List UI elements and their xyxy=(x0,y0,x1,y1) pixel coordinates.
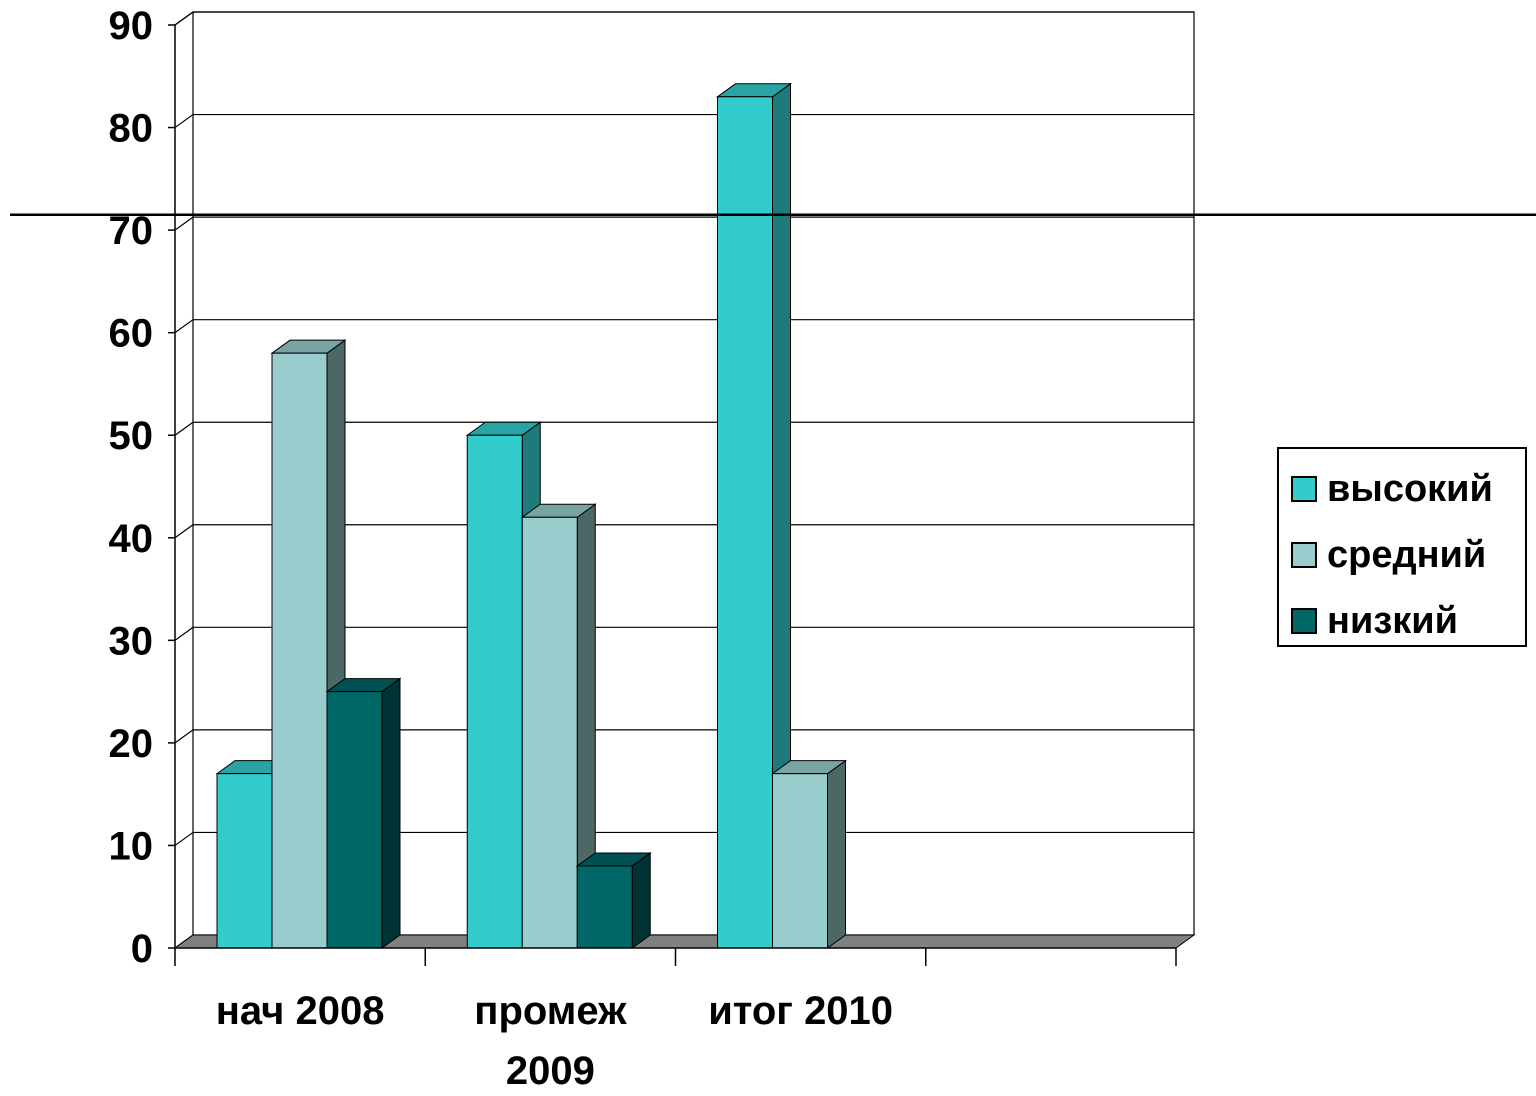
legend-item-medium: средний xyxy=(1291,535,1486,575)
x-category-label: промеж xyxy=(474,989,627,1033)
gridline xyxy=(175,217,1194,230)
bar-side xyxy=(828,761,846,948)
bar xyxy=(327,679,400,948)
legend-swatch-high xyxy=(1291,476,1317,502)
legend-label-low: низкий xyxy=(1327,600,1458,643)
y-tick-label: 40 xyxy=(109,517,154,561)
bar-front xyxy=(467,435,522,948)
bar-front xyxy=(217,774,272,948)
bar-front xyxy=(327,692,382,948)
y-tick-label: 10 xyxy=(109,824,154,868)
x-category-label: нач 2008 xyxy=(216,989,385,1033)
bar-front xyxy=(522,517,577,948)
y-tick-label: 80 xyxy=(109,107,154,151)
legend-swatch-medium xyxy=(1291,542,1317,568)
bar-side xyxy=(382,679,400,948)
bar xyxy=(577,853,650,948)
y-tick-label: 50 xyxy=(109,414,154,458)
gridline xyxy=(175,115,1194,128)
x-category-label: 2009 xyxy=(506,1049,595,1093)
bar-front xyxy=(272,353,327,948)
legend-item-low: низкий xyxy=(1291,601,1458,641)
y-tick-label: 60 xyxy=(109,312,154,356)
bar-side xyxy=(632,853,650,948)
bar xyxy=(773,761,846,948)
legend-label-medium: средний xyxy=(1327,534,1486,577)
bar-front xyxy=(718,97,773,948)
legend-swatch-low xyxy=(1291,608,1317,634)
legend-item-high: высокий xyxy=(1291,469,1493,509)
gridline xyxy=(175,320,1194,333)
y-tick-label: 20 xyxy=(109,722,154,766)
y-tick-label: 90 xyxy=(109,4,154,48)
bar-front xyxy=(773,774,828,948)
legend: высокий средний низкий xyxy=(1277,447,1527,647)
gridline xyxy=(175,12,1194,25)
x-category-label: итог 2010 xyxy=(708,989,893,1033)
legend-label-high: высокий xyxy=(1327,468,1493,511)
y-tick-label: 0 xyxy=(131,927,153,971)
y-tick-label: 30 xyxy=(109,619,154,663)
bars-layer xyxy=(217,84,846,948)
bar-front xyxy=(577,866,632,948)
